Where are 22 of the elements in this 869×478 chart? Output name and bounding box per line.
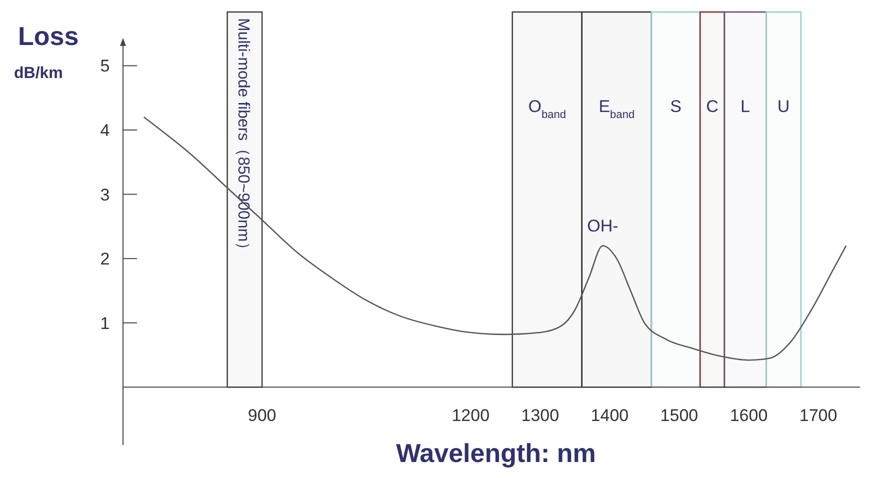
x-tick-label: 1600 xyxy=(730,406,768,426)
y-axis-title: Loss dB/km xyxy=(14,21,79,82)
band-label: S xyxy=(670,97,682,116)
y-tick-label: 5 xyxy=(100,56,110,76)
band-label: O$_{band}$ xyxy=(528,97,566,121)
band-label: C xyxy=(706,97,718,116)
x-tick-label: 1700 xyxy=(799,406,838,426)
y-tick-label: 4 xyxy=(100,121,110,140)
x-tick-label: 1200 xyxy=(452,406,490,426)
x-tick-label: 1300 xyxy=(521,406,560,426)
band-label: E$_{band}$ xyxy=(598,97,635,121)
x-axis-title: Wavelength: nm xyxy=(396,438,596,468)
band-label: U xyxy=(777,97,790,116)
x-tick-label: 900 xyxy=(248,406,276,426)
annotation: OH- xyxy=(587,216,618,236)
x-tick-label: 1500 xyxy=(660,406,698,426)
y-tick-label: 3 xyxy=(100,185,110,204)
y-tick-label: 1 xyxy=(100,314,110,333)
band-label: Multi-mode fibers（850~900nm） xyxy=(234,18,252,258)
band-label: L xyxy=(740,97,750,116)
x-tick-label: 1400 xyxy=(590,406,629,426)
y-tick-label: 2 xyxy=(100,250,110,269)
